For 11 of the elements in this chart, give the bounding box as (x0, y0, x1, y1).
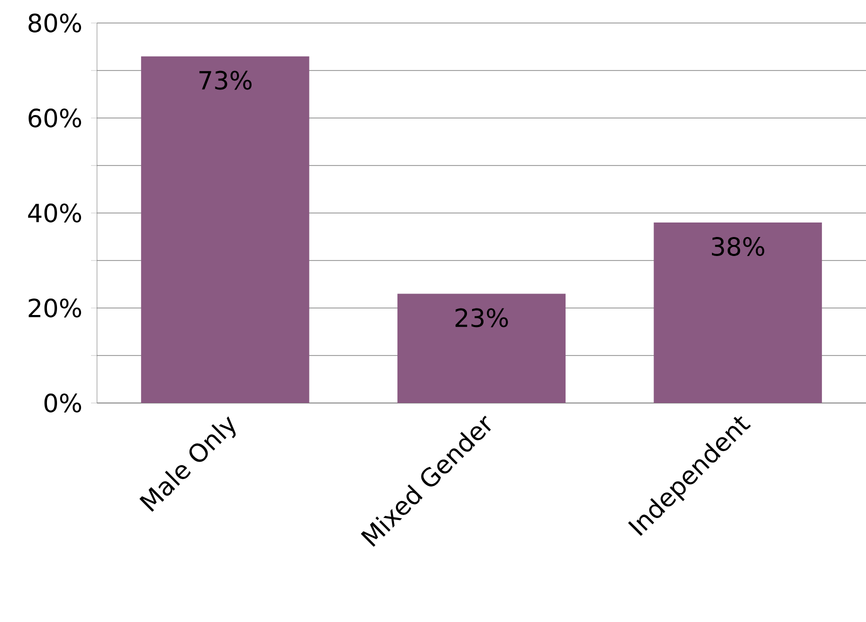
data-label: 73% (199, 70, 252, 90)
y-tick-label: 60% (28, 108, 82, 128)
data-label: 38% (712, 237, 764, 256)
bar (141, 56, 310, 403)
y-tick-label: 0% (44, 394, 82, 412)
y-tick-label: 40% (28, 204, 82, 222)
y-tick-label: 20% (28, 298, 82, 318)
data-label: 23% (456, 308, 508, 328)
bar (654, 222, 822, 403)
y-tick-label: 80% (28, 14, 82, 32)
bar (397, 294, 566, 403)
